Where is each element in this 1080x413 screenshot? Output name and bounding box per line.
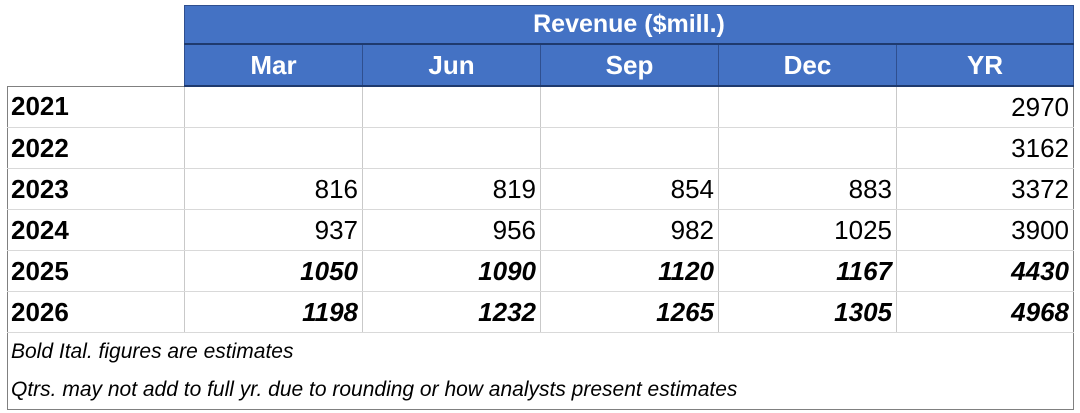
value-cell: 3162 xyxy=(896,127,1074,169)
column-header: Sep xyxy=(540,43,719,87)
column-header: Mar xyxy=(184,43,363,87)
value-cell: 982 xyxy=(540,209,719,251)
table-row: 2025 1050 1090 1120 1167 4430 xyxy=(7,250,1074,292)
year-label: 2026 xyxy=(7,291,185,333)
value-cell: 4430 xyxy=(896,250,1074,292)
value-cell xyxy=(362,85,541,128)
table-row: 2023 816 819 854 883 3372 xyxy=(7,168,1074,210)
value-cell: 4968 xyxy=(896,291,1074,333)
value-cell: 1120 xyxy=(540,250,719,292)
value-cell: 3372 xyxy=(896,168,1074,210)
notes-cell: Bold Ital. figures are estimates Qtrs. m… xyxy=(7,332,1074,410)
table-body: 2021 2970 2022 3162 2023 816 819 854 883 3372 2024… xyxy=(7,85,1074,333)
value-cell: 937 xyxy=(184,209,363,251)
value-cell xyxy=(718,127,897,169)
value-cell: 816 xyxy=(184,168,363,210)
revenue-table: Revenue ($mill.) Mar Jun Sep Dec YR 2021… xyxy=(7,5,1074,410)
year-label: 2022 xyxy=(7,127,185,169)
value-cell xyxy=(184,127,363,169)
value-cell: 1025 xyxy=(718,209,897,251)
value-cell xyxy=(540,85,719,128)
value-cell: 3900 xyxy=(896,209,1074,251)
corner-cell xyxy=(7,5,185,86)
table-row: 2024 937 956 982 1025 3900 xyxy=(7,209,1074,251)
value-cell: 1232 xyxy=(362,291,541,333)
year-label: 2025 xyxy=(7,250,185,292)
table-row: 2021 2970 xyxy=(7,85,1074,128)
header-row: Mar Jun Sep Dec YR xyxy=(8,43,1074,87)
value-cell xyxy=(540,127,719,169)
value-cell: 956 xyxy=(362,209,541,251)
value-cell: 1265 xyxy=(540,291,719,333)
table-title: Revenue ($mill.) xyxy=(184,5,1074,45)
value-cell: 1050 xyxy=(184,250,363,292)
notes-row: Bold Ital. figures are estimates Qtrs. m… xyxy=(7,332,1074,410)
column-header: YR xyxy=(896,43,1074,87)
note-rounding: Qtrs. may not add to full yr. due to rou… xyxy=(11,378,738,401)
year-label: 2021 xyxy=(7,85,185,128)
value-cell: 1198 xyxy=(184,291,363,333)
title-row: Revenue ($mill.) xyxy=(7,5,1074,86)
value-cell: 1090 xyxy=(362,250,541,292)
table-row: 2026 1198 1232 1265 1305 4968 xyxy=(7,291,1074,333)
value-cell: 1305 xyxy=(718,291,897,333)
column-header: Dec xyxy=(718,43,897,87)
value-cell: 1167 xyxy=(718,250,897,292)
revenue-table-frame: Revenue ($mill.) Mar Jun Sep Dec YR 2021… xyxy=(7,5,1074,410)
value-cell: 819 xyxy=(362,168,541,210)
year-label: 2023 xyxy=(7,168,185,210)
note-estimates: Bold Ital. figures are estimates xyxy=(11,340,294,363)
table-row: 2022 3162 xyxy=(7,127,1074,169)
value-cell: 854 xyxy=(540,168,719,210)
value-cell xyxy=(184,85,363,128)
value-cell xyxy=(362,127,541,169)
value-cell: 883 xyxy=(718,168,897,210)
value-cell: 2970 xyxy=(896,85,1074,128)
value-cell xyxy=(718,85,897,128)
year-label: 2024 xyxy=(7,209,185,251)
column-header: Jun xyxy=(362,43,541,87)
